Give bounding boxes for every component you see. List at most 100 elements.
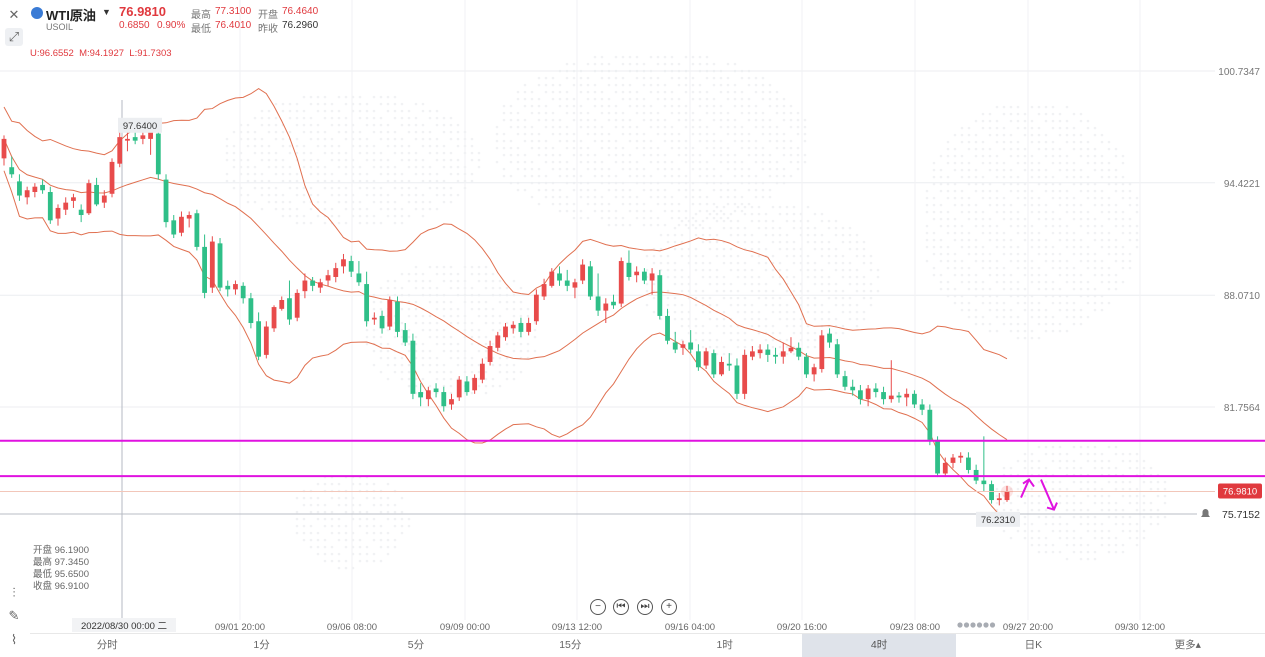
draw-tools-icon[interactable]: ⌇	[10, 632, 18, 647]
map-dot	[1002, 161, 1006, 165]
map-dot	[393, 116, 397, 120]
tab-timeframe-active[interactable]: 4时	[801, 634, 957, 657]
map-dot	[743, 331, 747, 335]
zoom-in-icon[interactable]: +	[661, 599, 677, 615]
map-dot	[953, 273, 957, 277]
expand-icon[interactable]: ⤢	[5, 28, 23, 46]
tab-timeframe[interactable]: 1时	[716, 639, 733, 651]
map-dot	[365, 102, 369, 106]
map-dot	[1121, 231, 1125, 235]
map-dot	[386, 109, 390, 113]
map-dot	[642, 83, 646, 87]
map-dot	[1079, 210, 1083, 214]
map-dot	[302, 158, 306, 162]
map-dot	[705, 125, 709, 129]
map-dot	[708, 275, 712, 279]
map-dot	[372, 559, 376, 563]
map-dot	[698, 97, 702, 101]
map-dot	[635, 104, 639, 108]
map-dot	[323, 102, 327, 106]
map-dot	[691, 55, 695, 59]
map-dot	[316, 179, 320, 183]
trend-arrows[interactable]	[1020, 478, 1058, 511]
map-dot	[946, 210, 950, 214]
map-dot	[691, 90, 695, 94]
caret-down-icon[interactable]: ▼	[102, 7, 111, 17]
map-dot	[1023, 266, 1027, 270]
map-dot	[1128, 466, 1132, 470]
map-dot	[1128, 203, 1132, 207]
map-dot	[1135, 494, 1139, 498]
map-dot	[1002, 508, 1006, 512]
tab-timeframe[interactable]: 5分	[407, 639, 425, 651]
map-dot	[652, 254, 656, 258]
pencil-icon[interactable]: ✎	[8, 608, 20, 623]
map-dot	[1142, 508, 1146, 512]
map-dot	[726, 76, 730, 80]
map-dot	[778, 240, 782, 244]
scroll-dot	[983, 622, 989, 628]
map-dot	[449, 200, 453, 204]
map-dot	[750, 268, 754, 272]
map-dot	[1065, 189, 1069, 193]
map-dot	[806, 331, 810, 335]
map-dot	[586, 160, 590, 164]
map-dot	[1009, 154, 1013, 158]
map-dot	[656, 55, 660, 59]
map-dot	[400, 370, 404, 374]
candle-body	[418, 392, 424, 398]
map-dot	[1121, 487, 1125, 491]
tab-timeframe[interactable]: 15分	[559, 639, 582, 651]
map-dot	[484, 377, 488, 381]
map-dot	[628, 160, 632, 164]
map-dot	[260, 207, 264, 211]
tab-timeframe[interactable]: 日K	[1024, 639, 1043, 651]
map-dot	[572, 118, 576, 122]
map-dot	[1086, 224, 1090, 228]
map-dot	[337, 200, 341, 204]
map-dot	[498, 328, 502, 332]
map-dot	[1086, 245, 1090, 249]
map-dot	[1002, 196, 1006, 200]
indicator-icon[interactable]: ⫶	[12, 585, 16, 600]
symbol-name[interactable]: WTI原油	[46, 8, 96, 23]
map-dot	[848, 275, 852, 279]
map-dot	[680, 275, 684, 279]
map-dot	[393, 144, 397, 148]
map-dot	[1149, 501, 1153, 505]
step-forward-icon[interactable]: ⏭	[637, 599, 653, 615]
map-dot	[323, 172, 327, 176]
map-dot	[442, 151, 446, 155]
map-dot	[855, 240, 859, 244]
map-dot	[614, 76, 618, 80]
close-icon[interactable]: ✕	[8, 7, 20, 22]
map-dot	[572, 83, 576, 87]
map-dot	[572, 139, 576, 143]
tab-timeframe[interactable]: 分时	[96, 639, 118, 651]
map-dot	[337, 144, 341, 148]
map-dot	[967, 231, 971, 235]
zoom-out-icon[interactable]: −	[590, 599, 606, 615]
candle-body	[804, 356, 809, 375]
map-dot	[1065, 494, 1069, 498]
horizontal-lines[interactable]	[0, 439, 1265, 515]
map-dot	[981, 189, 985, 193]
map-dot	[558, 153, 562, 157]
tab-timeframe[interactable]: 1分	[253, 639, 270, 651]
map-dot	[379, 123, 383, 127]
map-dot	[1044, 466, 1048, 470]
map-dot	[330, 179, 334, 183]
map-dot	[442, 328, 446, 332]
map-dot	[729, 233, 733, 237]
map-dot	[232, 151, 236, 155]
map-dot	[344, 566, 348, 570]
tab-more[interactable]: 更多▴	[1174, 639, 1201, 651]
map-dot	[400, 356, 404, 360]
map-dot	[1044, 210, 1048, 214]
step-back-icon[interactable]: ⏮	[613, 599, 629, 615]
map-dot	[778, 303, 782, 307]
map-dot	[344, 130, 348, 134]
map-dot	[691, 132, 695, 136]
